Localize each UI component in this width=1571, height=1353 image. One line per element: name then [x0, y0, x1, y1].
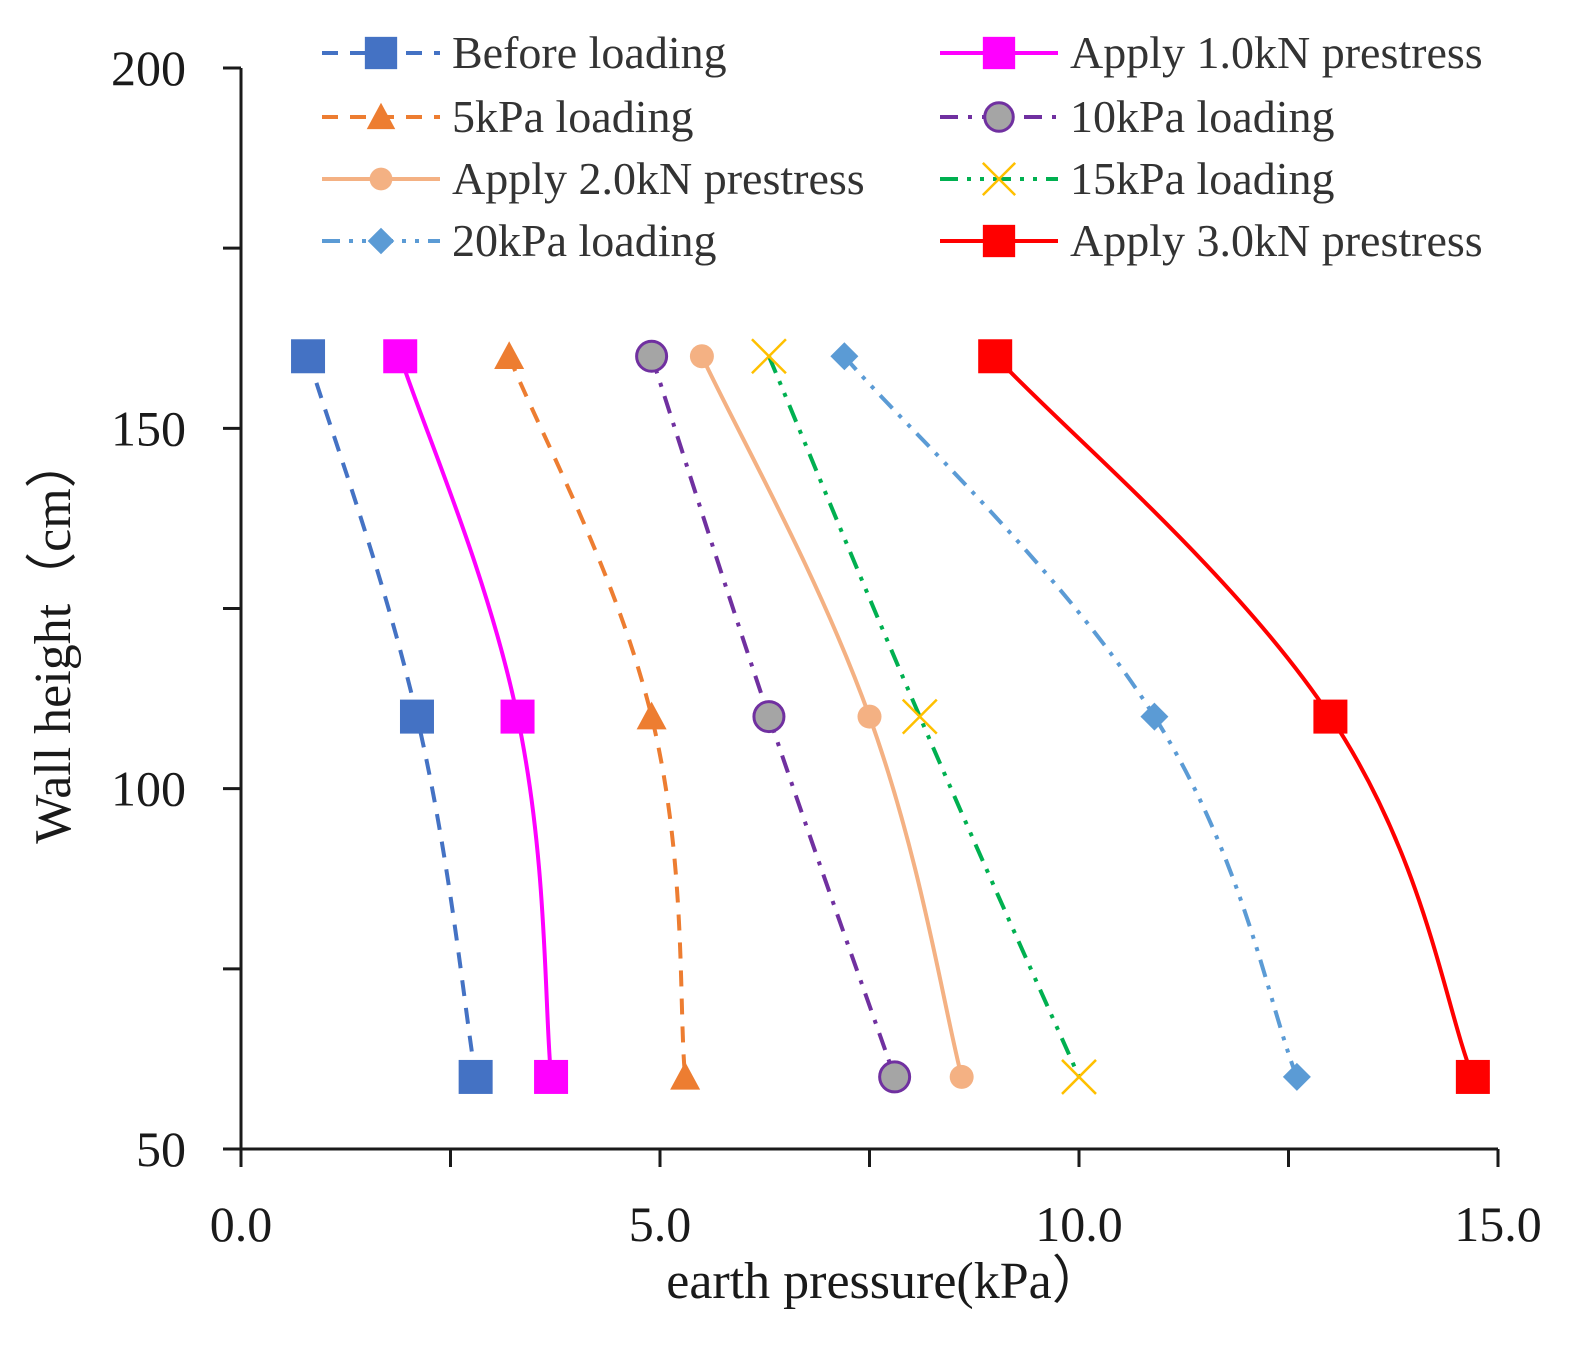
legend-item-apply-1-0kn-prestress: Apply 1.0kN prestress	[940, 27, 1483, 78]
data-point-apply-2-0kn-prestress-1	[857, 704, 882, 729]
data-point-15kpa-loading-0	[751, 338, 787, 375]
data-point-5kpa-loading-2	[670, 1061, 701, 1090]
data-point-apply-3-0kn-prestress-1	[1313, 699, 1348, 734]
data-point-apply-1-0kn-prestress-0	[383, 339, 418, 374]
series-apply-2-0kn-prestress	[689, 344, 974, 1089]
series-line-5kpa-loading	[507, 355, 688, 1078]
legend-item-apply-2-0kn-prestress: Apply 2.0kN prestress	[322, 153, 865, 204]
legend-label: 10kPa loading	[1070, 91, 1334, 142]
data-point-20kpa-loading-2	[1282, 1062, 1311, 1091]
y-tick-label: 200	[111, 40, 186, 96]
data-point-apply-1-0kn-prestress-1	[500, 699, 535, 734]
data-point-apply-1-0kn-prestress-2	[534, 1059, 569, 1094]
data-point-10kpa-loading-1	[752, 700, 786, 734]
legend-swatch-marker	[364, 36, 398, 70]
legend-label: 5kPa loading	[452, 91, 693, 142]
legend-item-5kpa-loading: 5kPa loading	[322, 91, 693, 142]
series-10kpa-loading	[635, 339, 912, 1094]
legend-item-apply-3-0kn-prestress: Apply 3.0kN prestress	[940, 215, 1483, 266]
data-point-before-loading-0	[291, 339, 326, 374]
series-line-15kpa-loading	[767, 355, 1081, 1078]
data-point-10kpa-loading-2	[878, 1060, 912, 1094]
legend-swatch-marker	[367, 227, 395, 255]
legend-label: 20kPa loading	[452, 215, 716, 266]
data-point-15kpa-loading-2	[1061, 1059, 1097, 1095]
series-line-apply-3-0kn-prestress	[993, 354, 1475, 1078]
legend: Before loading 5kPa loading Apply 2.0kN pr…	[322, 27, 1483, 266]
series-before-loading	[291, 339, 493, 1094]
data-point-apply-3-0kn-prestress-2	[1455, 1059, 1490, 1094]
legend-swatch-marker	[982, 36, 1016, 70]
legend-swatch-marker	[981, 161, 1017, 197]
data-point-apply-2-0kn-prestress-2	[949, 1064, 974, 1089]
series-line-before-loading	[306, 355, 478, 1078]
legend-swatch-marker	[369, 167, 393, 191]
data-point-10kpa-loading-0	[635, 339, 669, 373]
data-point-5kpa-loading-1	[636, 701, 667, 730]
series-line-apply-2-0kn-prestress	[700, 355, 964, 1078]
legend-label: Apply 3.0kN prestress	[1070, 215, 1483, 266]
x-tick-label: 15.0	[1454, 1196, 1542, 1252]
x-axis-title: earth pressure(kPa）	[666, 1253, 1104, 1310]
data-point-5kpa-loading-0	[494, 341, 525, 370]
data-point-20kpa-loading-1	[1140, 702, 1169, 731]
series-15kpa-loading	[751, 338, 1097, 1095]
legend-label: Apply 2.0kN prestress	[452, 153, 865, 204]
legend-swatch-marker	[366, 102, 396, 130]
legend-label: Apply 1.0kN prestress	[1070, 27, 1483, 78]
data-point-15kpa-loading-1	[901, 698, 938, 735]
ticks: 50 100 150 200 0.0 5.0 10.0 15.0	[111, 40, 1542, 1252]
legend-swatch-marker	[983, 101, 1015, 133]
data-point-before-loading-1	[399, 699, 434, 734]
y-tick-label: 150	[111, 400, 186, 456]
legend-label: 15kPa loading	[1070, 153, 1334, 204]
x-tick-label: 5.0	[629, 1196, 692, 1252]
series-apply-3-0kn-prestress	[978, 339, 1490, 1094]
series-line-20kpa-loading	[842, 354, 1299, 1078]
legend-swatch-marker	[982, 224, 1016, 258]
y-axis-title: Wall height（cm）	[25, 436, 82, 843]
data-point-before-loading-2	[458, 1059, 493, 1094]
series-5kpa-loading	[494, 341, 701, 1090]
legend-item-20kpa-loading: 20kPa loading	[322, 215, 716, 266]
y-tick-label: 50	[136, 1121, 186, 1177]
legend-item-10kpa-loading: 10kPa loading	[940, 91, 1334, 142]
data-point-20kpa-loading-0	[830, 342, 859, 371]
data-point-apply-2-0kn-prestress-0	[689, 344, 714, 369]
series-20kpa-loading	[830, 342, 1311, 1091]
legend-item-before-loading: Before loading	[322, 27, 727, 78]
legend-item-15kpa-loading: 15kPa loading	[940, 153, 1334, 204]
y-tick-label: 100	[111, 761, 186, 817]
data-point-apply-3-0kn-prestress-0	[978, 339, 1013, 374]
series-apply-1-0kn-prestress	[383, 339, 569, 1094]
x-tick-label: 10.0	[1035, 1196, 1123, 1252]
series-group	[291, 338, 1490, 1095]
legend-label: Before loading	[452, 27, 727, 78]
x-tick-label: 0.0	[210, 1196, 273, 1252]
